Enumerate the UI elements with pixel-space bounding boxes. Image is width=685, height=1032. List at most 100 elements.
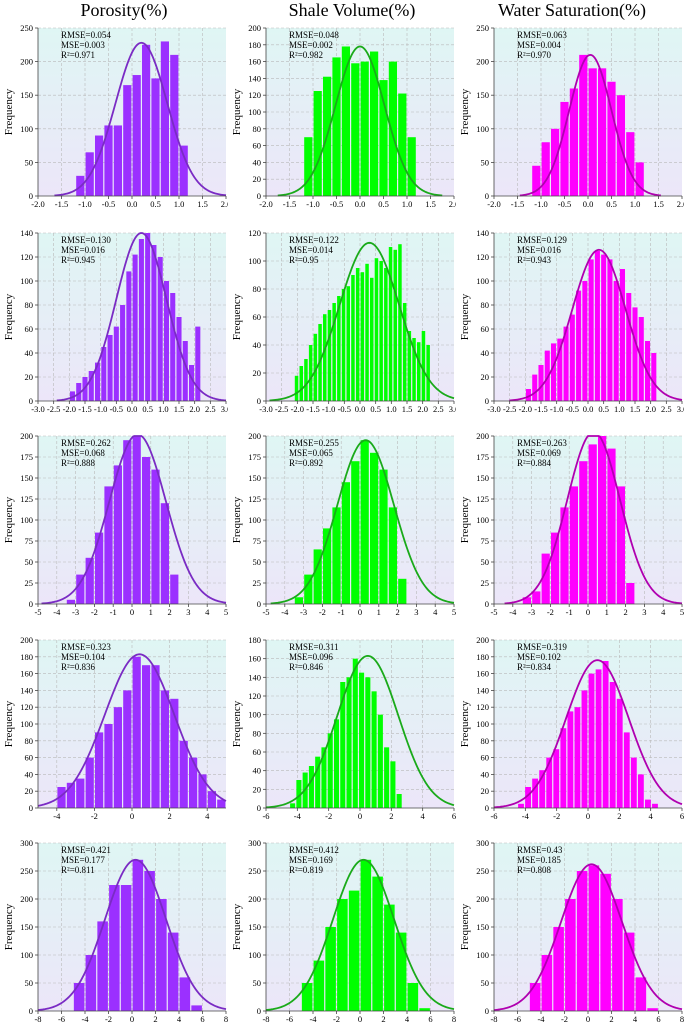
x-tick-label: -2.0 <box>487 199 500 209</box>
x-axis-label: Prediction error(VSH Multi-TransFKAN) <box>285 211 436 212</box>
histogram-bar <box>579 461 588 604</box>
stat-annotation: MSE=0.096 <box>289 652 333 662</box>
x-tick-label: -1.5 <box>78 404 91 414</box>
x-tick-label: -4 <box>53 811 61 821</box>
x-axis-label: Prediction error(SW LSTM) <box>537 823 639 824</box>
histogram-bar <box>179 740 188 808</box>
histogram-bar <box>370 452 379 604</box>
histogram-bar <box>601 254 607 401</box>
x-tick-label: 4 <box>649 811 654 821</box>
x-tick-label: 3.0 <box>449 404 456 414</box>
stat-annotation: R²=0.836 <box>61 662 96 672</box>
y-tick-label: 250 <box>476 23 489 33</box>
histogram-bar <box>576 290 582 401</box>
histogram-chart: 0 25 50 75 100 125 150 175 200 -5 -4 -3 -2 -1 0 1 2 3 4 5 Fr… <box>459 431 684 629</box>
histogram-bar <box>207 791 216 808</box>
histogram-bar <box>532 778 539 808</box>
histogram-bar <box>565 899 576 1011</box>
stat-annotation: RMSE=0.063 <box>517 30 567 40</box>
histogram-bar <box>85 955 97 1011</box>
x-tick-label: 2 <box>395 607 399 617</box>
x-tick-label: 6 <box>200 1014 204 1024</box>
y-axis-label: Frequency <box>3 88 15 135</box>
histogram-bar <box>337 296 341 401</box>
histogram-bar <box>123 440 132 604</box>
y-axis-label: Frequency <box>459 496 471 543</box>
stat-annotation: R²=0.945 <box>61 255 96 265</box>
x-tick-label: 0.0 <box>583 199 594 209</box>
x-tick-label: 3 <box>186 607 190 617</box>
stat-annotation: MSE=0.069 <box>517 448 561 458</box>
x-tick-label: -8 <box>34 1014 41 1024</box>
histogram-bar <box>407 983 419 1011</box>
histogram-bar <box>384 904 395 1011</box>
stat-annotation: MSE=0.016 <box>61 245 105 255</box>
y-tick-label: 0 <box>29 396 33 406</box>
x-tick-label: 1.0 <box>158 404 169 414</box>
y-tick-label: 80 <box>253 728 262 738</box>
histogram-panel: 0 50 100 150 200 250 300 -8 -6 -4 -2 0 2 4 6 8 Frequency… <box>456 827 684 1032</box>
y-tick-label: 20 <box>25 786 34 796</box>
y-tick-label: 120 <box>20 252 33 262</box>
x-tick-label: -1.0 <box>534 199 547 209</box>
x-axis-label: Prediction error(VSH GRU) <box>309 1026 411 1027</box>
histogram-bar <box>637 774 644 808</box>
histogram-bar <box>332 303 336 401</box>
y-tick-label: 250 <box>476 866 489 876</box>
histogram-bar <box>163 281 169 401</box>
stat-annotation: MSE=0.004 <box>517 40 561 50</box>
histogram-bar <box>170 574 179 604</box>
histogram-bar <box>532 591 541 604</box>
x-tick-label: 0.5 <box>378 199 389 209</box>
x-tick-label: -2 <box>105 1014 112 1024</box>
y-tick-label: 150 <box>248 922 261 932</box>
histogram-bar <box>626 583 635 604</box>
y-tick-label: 300 <box>248 838 261 848</box>
y-tick-label: 80 <box>481 300 490 310</box>
histogram-bar <box>296 780 302 808</box>
x-tick-label: 1.5 <box>630 404 641 414</box>
y-tick-label: 50 <box>481 557 490 567</box>
stat-annotation: MSE=0.104 <box>61 652 105 662</box>
histogram-bar <box>304 137 313 196</box>
y-tick-label: 160 <box>248 57 261 67</box>
histogram-bar <box>132 254 138 401</box>
histogram-bar <box>167 932 179 1011</box>
histogram-bar <box>160 690 169 808</box>
histogram-bar <box>327 310 332 401</box>
histogram-bar <box>73 983 85 1011</box>
y-tick-label: 180 <box>20 652 33 662</box>
histogram-bar <box>560 728 567 808</box>
histogram-bar <box>315 756 321 808</box>
x-tick-label: 1.0 <box>630 199 641 209</box>
histogram-bar <box>541 142 550 196</box>
histogram-bar <box>579 54 588 196</box>
x-tick-label: -1.5 <box>283 199 296 209</box>
x-tick-label: 2.5 <box>433 404 444 414</box>
histogram-bar <box>607 81 616 196</box>
y-tick-label: 75 <box>481 536 490 546</box>
y-tick-label: 200 <box>20 57 33 67</box>
histogram-bar <box>57 787 66 808</box>
histogram-chart: 0 20 40 60 80 100 120 140 -3.0 -2.5 -2.0 -1.5 -1.0 -0… <box>459 228 685 426</box>
histogram-bar <box>348 890 360 1011</box>
x-tick-label: 3.0 <box>677 404 684 414</box>
histogram-bar <box>132 859 144 1011</box>
stat-annotation: R²=0.834 <box>517 662 552 672</box>
x-tick-label: 3 <box>642 607 646 617</box>
histogram-bar <box>544 350 550 401</box>
histogram-bar <box>379 80 388 196</box>
y-tick-label: 80 <box>25 736 34 746</box>
x-tick-label: -0.5 <box>338 404 351 414</box>
x-tick-label: -1.0 <box>94 404 107 414</box>
normal-fit-curve <box>270 439 455 605</box>
x-tick-label: 3 <box>414 607 418 617</box>
histogram-bar <box>327 733 333 808</box>
x-tick-label: -6 <box>286 1014 293 1024</box>
x-axis-label: Prediction error(SW GRU) <box>539 1026 636 1027</box>
x-tick-label: -6 <box>514 1014 521 1024</box>
y-tick-label: 20 <box>481 786 490 796</box>
histogram-bar <box>390 761 396 808</box>
x-tick-label: 4 <box>205 811 210 821</box>
histogram-chart: 0 50 100 150 200 250 -2.0 -1.5 -1.0 -0.5 0.0 0.5 1.0… <box>459 23 685 221</box>
